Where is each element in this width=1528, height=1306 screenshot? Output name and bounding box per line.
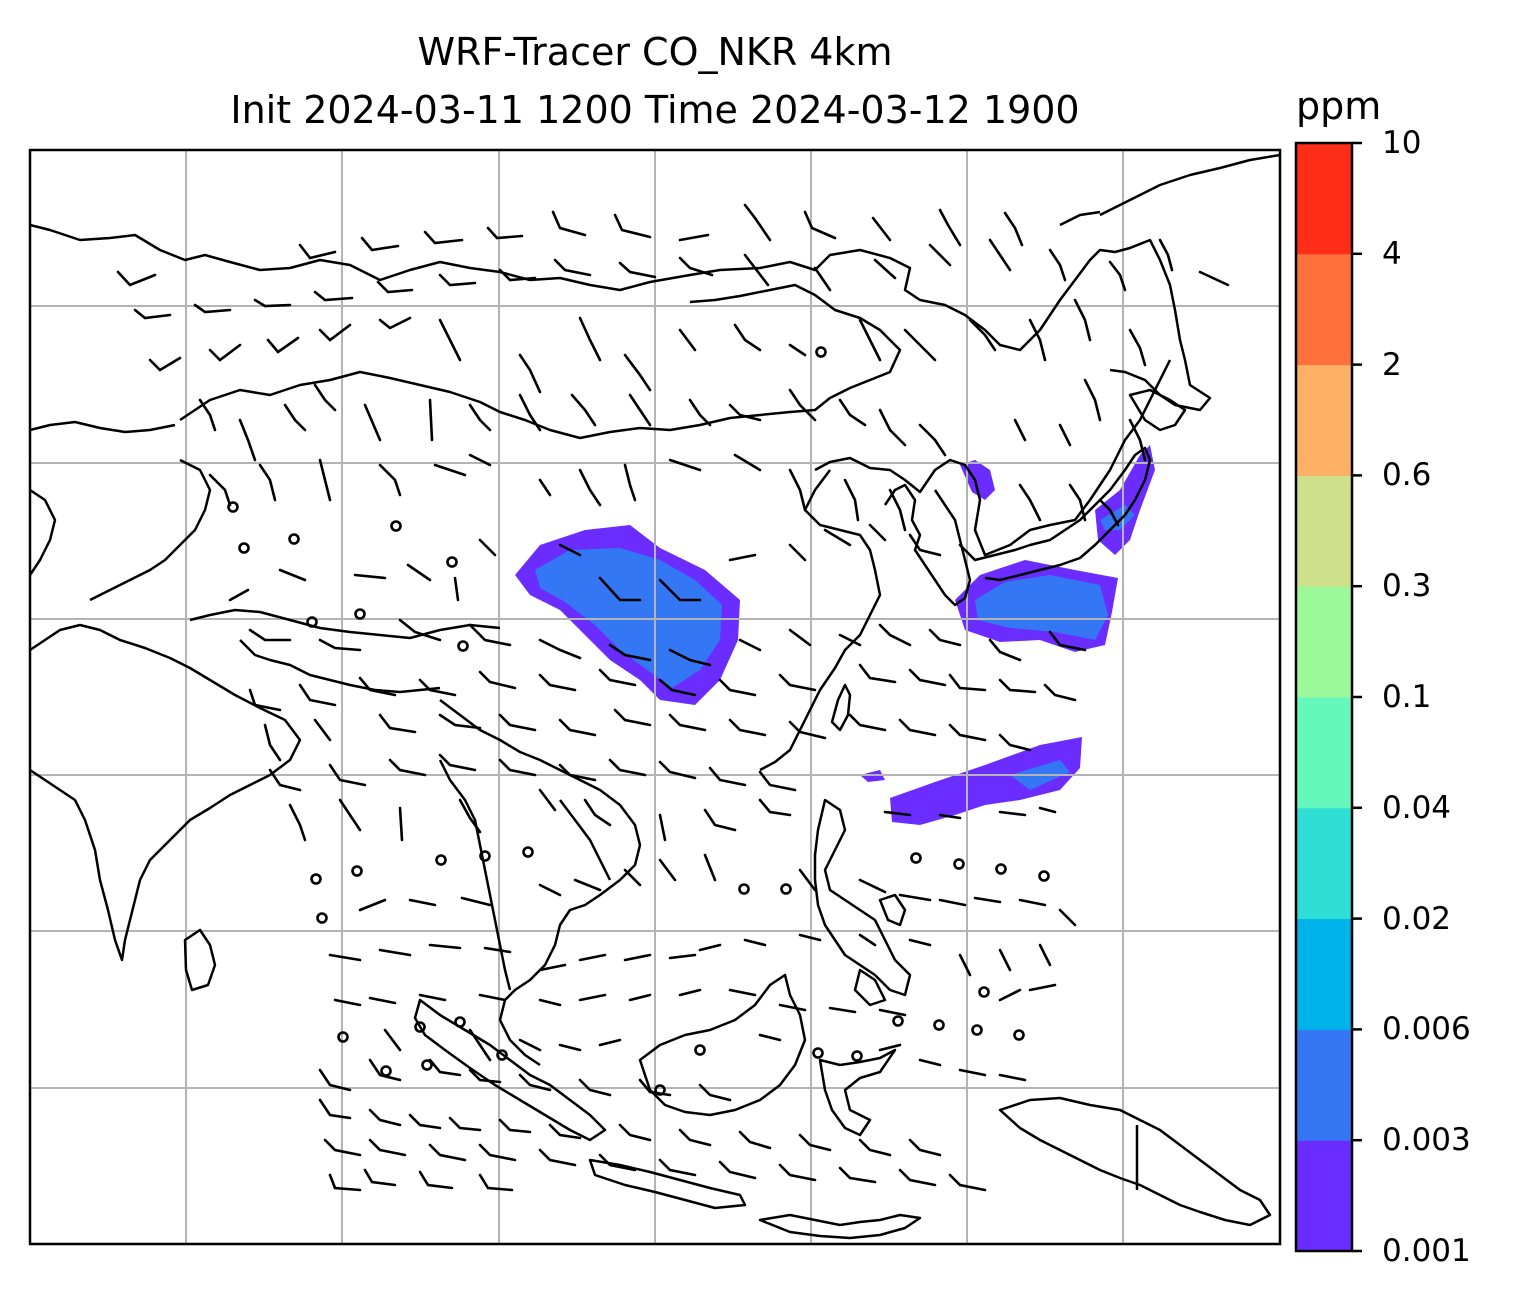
colorbar-segment [1296,697,1352,809]
colorbar-tick-label: 0.003 [1382,1122,1471,1159]
colorbar-segment [1296,1029,1352,1141]
colorbar-segment [1296,143,1352,255]
plume-east-sea-core [975,575,1108,640]
colorbar-tick-label: 0.1 [1382,679,1432,715]
gridlines [30,150,1280,1244]
colorbar-segment [1296,1140,1352,1252]
colorbar-tick-label: 2 [1382,346,1402,383]
colorbar-tick-label: 0.3 [1382,568,1432,605]
calm-wind-circles [227,346,1050,1096]
colorbar-segment [1296,586,1352,698]
map-title-line1: WRF-Tracer CO_NKR 4km [417,30,893,74]
plume-japan [1095,445,1155,555]
colorbar-segment [1296,253,1352,366]
map-frame [28,148,1282,1246]
colorbar-tick-label: 0.02 [1382,900,1452,937]
tracer-plumes [515,445,1155,825]
colorbar-segment [1296,475,1352,587]
colorbar-tick-label: 0.001 [1382,1233,1471,1269]
colorbar-segment [1296,364,1352,476]
coastlines [30,153,1280,1240]
plume-south [890,737,1082,825]
colorbar [1296,143,1352,1252]
colorbar-tick-labels: 0.001 0.003 0.006 0.02 0.04 0.1 0.3 0.6 2 4 10 [1382,0,1522,1306]
map-title-line2: Init 2024-03-11 1200 Time 2024-03-12 190… [230,88,1080,132]
colorbar-tick-label: 0.006 [1382,1011,1471,1048]
colorbar-segment [1296,918,1352,1030]
colorbar-tick-label: 10 [1382,125,1422,161]
colorbar-tick-label: 0.6 [1382,457,1432,494]
colorbar-tick-label: 4 [1382,235,1402,272]
colorbar-segment [1296,807,1352,920]
colorbar-tick-label: 0.04 [1382,789,1452,826]
wind-barbs [116,203,1230,1192]
colorbar-ticks [1352,141,1362,1253]
